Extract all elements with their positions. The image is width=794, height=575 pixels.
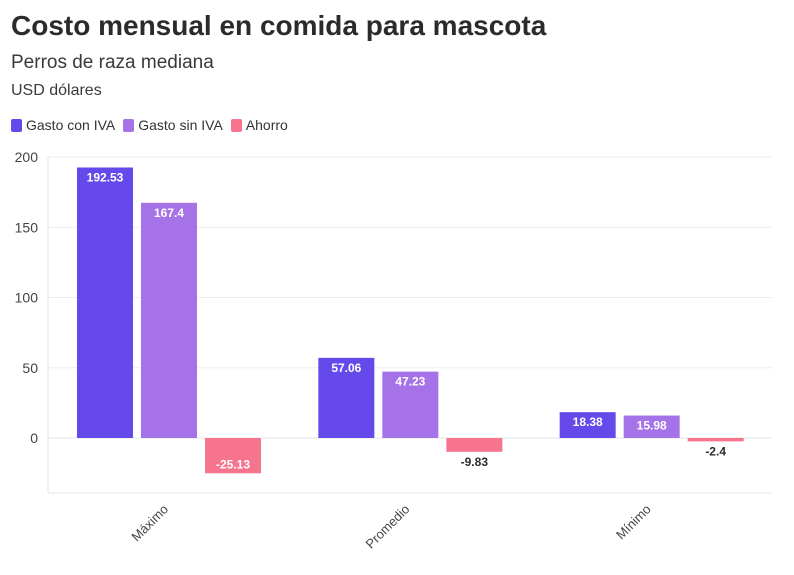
legend-item-gasto-sin-iva[interactable]: Gasto sin IVA: [123, 117, 223, 133]
legend-label: Gasto sin IVA: [138, 117, 223, 133]
y-tick-label: 100: [15, 290, 39, 306]
legend-item-gasto-con-iva[interactable]: Gasto con IVA: [11, 117, 115, 133]
legend-item-ahorro[interactable]: Ahorro: [230, 117, 288, 133]
legend-swatch: [230, 118, 242, 132]
y-tick-label: 200: [15, 149, 39, 165]
data-label: 57.06: [331, 361, 361, 375]
x-tick-label: Mínimo: [613, 502, 654, 543]
bar[interactable]: [559, 412, 616, 438]
bar[interactable]: [446, 438, 503, 452]
bar[interactable]: [205, 438, 261, 474]
x-tick-label: Máximo: [128, 502, 171, 545]
bar[interactable]: [318, 357, 375, 438]
chart-subtitle: Perros de raza mediana: [11, 52, 214, 73]
bar[interactable]: [382, 371, 439, 438]
data-label: -2.4: [705, 444, 726, 458]
data-label: 192.53: [87, 170, 124, 184]
data-label: -25.13: [216, 457, 250, 471]
bar[interactable]: [623, 415, 680, 438]
data-label: 167.4: [154, 206, 184, 220]
legend-swatch: [123, 118, 135, 132]
data-label: -9.83: [461, 455, 489, 469]
y-tick-label: 50: [22, 360, 38, 376]
legend-swatch: [11, 118, 22, 132]
legend-label: Gasto con IVA: [26, 117, 116, 133]
data-label: 18.38: [573, 415, 603, 429]
bar[interactable]: [77, 167, 133, 438]
chart-title: Costo mensual en comida para mascota: [11, 10, 547, 41]
legend: Gasto con IVA Gasto sin IVA Ahorro: [11, 117, 296, 133]
x-tick-label: Promedio: [363, 502, 413, 552]
data-label: 15.98: [637, 419, 667, 433]
y-tick-label: 0: [30, 430, 38, 446]
legend-label: Ahorro: [245, 117, 288, 133]
bar[interactable]: [141, 202, 197, 438]
data-label: 47.23: [395, 375, 425, 389]
bar[interactable]: [687, 438, 744, 442]
unit-label: USD dólares: [11, 82, 102, 99]
y-tick-label: 150: [15, 219, 39, 235]
